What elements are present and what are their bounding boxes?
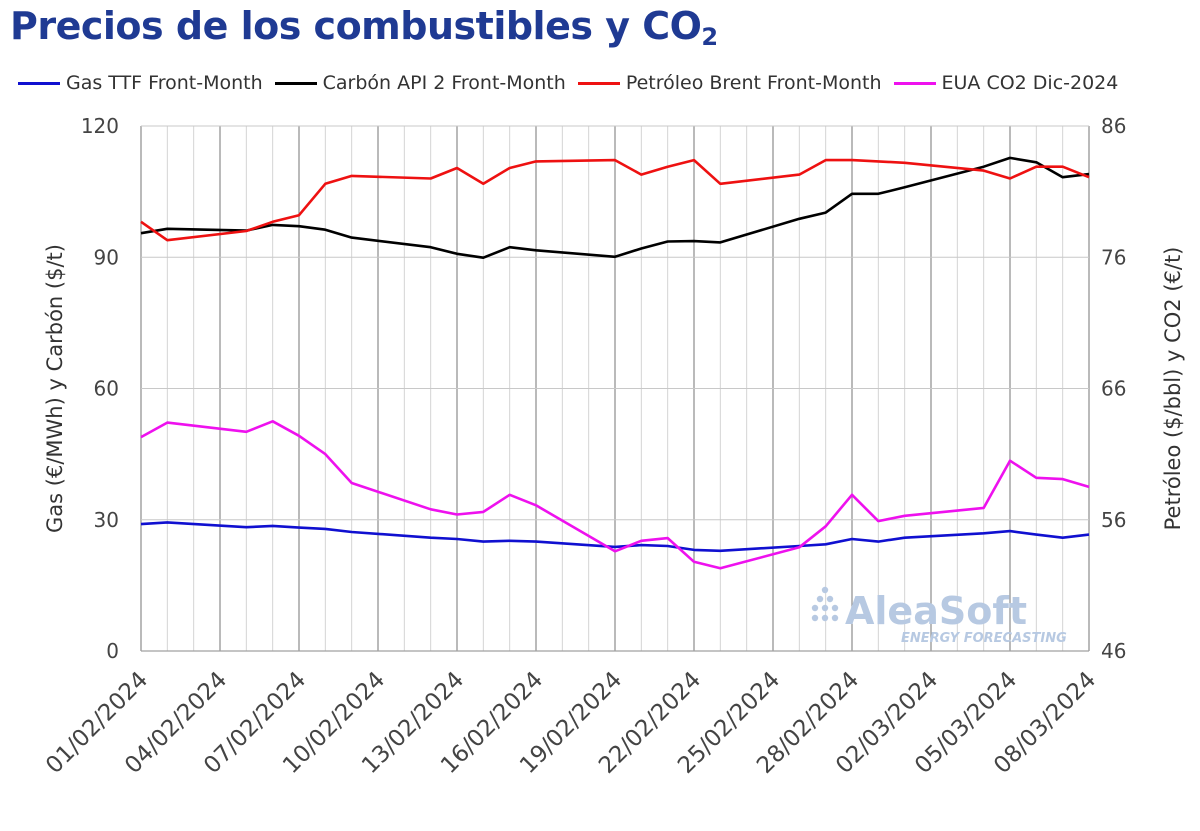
legend-label: EUA CO2 Dic-2024 [941,72,1119,94]
chart-title: Precios de los combustibles y CO2 [10,4,718,51]
watermark-dot [811,614,819,622]
legend-swatch [577,81,620,85]
y-right-tick-label: 66 [1101,377,1126,401]
watermark-brand: AleaSoft [845,589,1027,633]
y-left-tick-label: 60 [94,377,119,401]
series-line-3 [140,158,1090,242]
y-left-tick-label: 120 [81,114,119,138]
legend-item: Gas TTF Front-Month [18,72,263,94]
series-line-1 [140,521,1090,553]
watermark-tagline: ENERGY FORECASTING [901,631,1067,646]
watermark-dot [816,595,824,603]
legend-label: Gas TTF Front-Month [66,72,263,94]
series-line-4 [140,419,1090,570]
y-left-tick-label: 30 [94,508,119,532]
legend-item: EUA CO2 Dic-2024 [893,72,1119,94]
y-right-axis-title: Petróleo ($/bbl) y CO2 (€/t) [1161,247,1185,531]
chart-legend: Gas TTF Front-Month Carbón API 2 Front-Mo… [18,72,1198,94]
y-left-axis-title: Gas (€/MWh) y Carbón ($/t) [43,244,67,533]
watermark-dot [831,604,839,612]
legend-swatch [274,81,317,85]
watermark-dot [831,614,839,622]
y-right-tick-label: 76 [1101,245,1126,269]
watermark-dot [821,614,829,622]
chart-title-main: Precios de los combustibles y CO [10,4,702,48]
legend-swatch [18,81,60,85]
legend-label: Petróleo Brent Front-Month [625,72,882,94]
watermark-dot [821,604,829,612]
y-left-tick-label: 90 [94,245,119,269]
legend-label: Carbón API 2 Front-Month [322,72,566,94]
chart-title-subscript: 2 [701,23,718,51]
legend-swatch [893,81,936,85]
watermark-dot [821,586,829,594]
legend-item: Petróleo Brent Front-Month [577,72,882,94]
y-right-tick-label: 56 [1101,508,1126,532]
y-right-tick-label: 46 [1101,639,1126,663]
series-line-2 [140,156,1090,260]
y-right-tick-label: 86 [1101,114,1126,138]
legend-item: Carbón API 2 Front-Month [274,72,566,94]
watermark-dot [811,604,819,612]
watermark-dot [826,595,834,603]
y-left-tick-label: 0 [106,639,119,663]
